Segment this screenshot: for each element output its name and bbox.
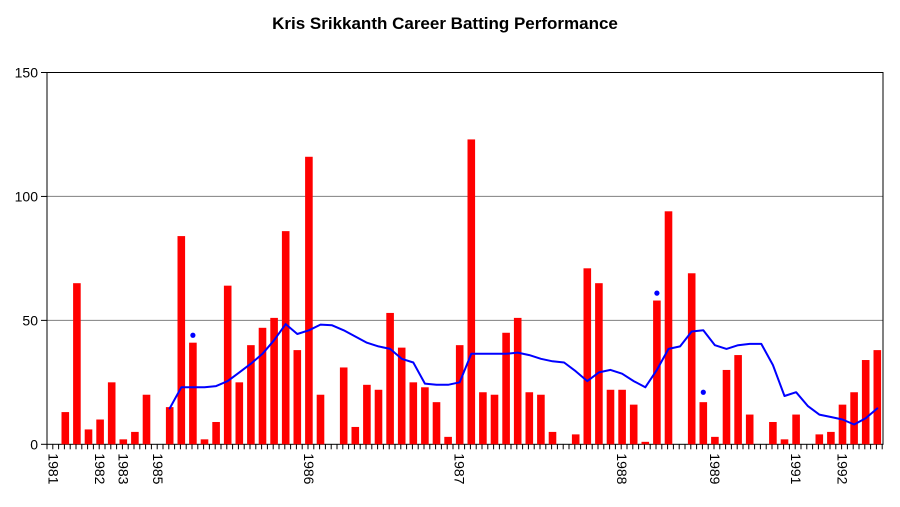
bar	[444, 436, 452, 445]
bar	[513, 317, 522, 445]
bar	[189, 342, 197, 445]
bar	[711, 436, 719, 445]
bar	[827, 431, 835, 445]
bar	[583, 268, 592, 445]
data-point	[654, 290, 660, 296]
bar	[107, 382, 116, 445]
bar	[873, 350, 882, 445]
bar	[386, 312, 394, 445]
x-year-label: 1982	[92, 453, 108, 484]
plot-border	[46, 72, 884, 445]
bar	[247, 345, 255, 445]
bar	[571, 434, 580, 445]
data-point	[700, 389, 706, 395]
bar	[200, 439, 209, 445]
bar	[421, 387, 429, 445]
bar	[641, 441, 650, 445]
bar	[850, 392, 858, 445]
bar	[61, 412, 70, 445]
bar	[780, 439, 789, 445]
bar	[618, 389, 626, 445]
bar	[165, 407, 174, 445]
bar	[119, 439, 128, 445]
bar	[84, 429, 93, 445]
bar	[525, 392, 534, 445]
year-labels: 1981 1982 1983 1985 1986 1987 1988 1989 1991 1992	[46, 453, 851, 484]
bar	[606, 389, 615, 445]
bar	[502, 332, 510, 445]
bar	[769, 421, 777, 445]
bar	[374, 389, 383, 445]
bar	[490, 394, 499, 445]
bar	[745, 414, 754, 445]
bar	[629, 404, 638, 445]
bars-series	[61, 139, 882, 445]
x-year-label: 1987	[452, 453, 468, 484]
bar	[235, 382, 244, 445]
bar	[177, 236, 186, 445]
bar	[223, 285, 232, 445]
bar	[467, 139, 476, 445]
y-tick-label: 100	[15, 188, 39, 204]
y-tick-label: 50	[22, 312, 38, 328]
bar	[722, 369, 731, 445]
bar	[548, 431, 557, 445]
bar	[351, 426, 360, 445]
bar	[455, 345, 464, 445]
bar	[293, 350, 302, 445]
bar	[270, 317, 278, 445]
bar	[397, 347, 406, 445]
x-year-label: 1989	[707, 453, 723, 484]
y-tick-labels: 0 50 100 150	[15, 65, 39, 453]
bar	[479, 392, 487, 445]
y-tick-label: 150	[15, 65, 39, 81]
bar	[734, 355, 742, 445]
x-axis-ticks	[46, 444, 883, 450]
bar	[339, 367, 348, 445]
bar	[316, 394, 325, 445]
bar	[212, 421, 220, 445]
x-year-label: 1985	[150, 453, 166, 484]
bar	[281, 231, 290, 445]
bar	[363, 384, 371, 445]
bar	[142, 394, 151, 445]
data-point	[190, 332, 196, 338]
gridlines	[47, 195, 883, 321]
x-year-label: 1981	[46, 453, 62, 484]
bar	[537, 394, 545, 445]
bar	[687, 273, 696, 445]
bar	[699, 402, 708, 445]
line-series	[168, 323, 879, 426]
x-year-label: 1988	[614, 453, 630, 484]
bar	[96, 419, 104, 445]
bar	[838, 404, 847, 445]
x-year-label: 1986	[301, 453, 317, 484]
y-tick-label: 0	[30, 436, 38, 452]
x-year-label: 1991	[788, 453, 804, 484]
bar	[861, 360, 870, 445]
bar	[432, 402, 441, 445]
bar	[258, 327, 267, 445]
x-year-label: 1983	[115, 453, 131, 484]
bar	[305, 156, 313, 445]
chart-title: Kris Srikkanth Career Batting Performanc…	[272, 14, 618, 33]
bar	[815, 434, 824, 445]
bar	[73, 283, 81, 445]
bar	[409, 382, 418, 445]
bar	[653, 300, 661, 445]
bar	[792, 414, 800, 445]
bar	[131, 431, 139, 445]
scatter-points	[190, 290, 706, 395]
bar	[595, 283, 603, 445]
average-line	[168, 323, 879, 426]
bar	[664, 211, 673, 445]
x-year-label: 1992	[835, 453, 851, 484]
